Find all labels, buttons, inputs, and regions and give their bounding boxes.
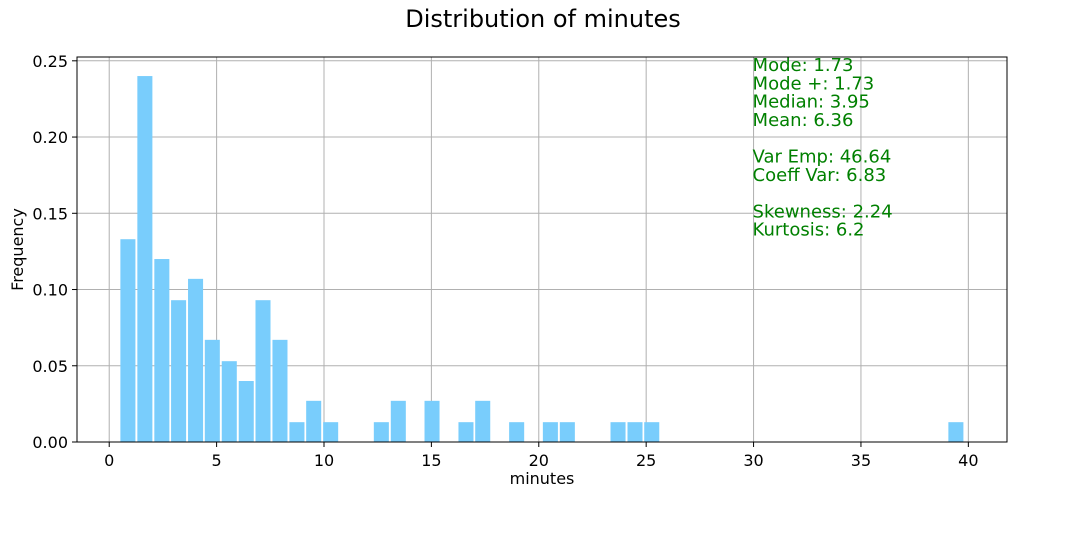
x-tick-label: 5	[212, 451, 222, 470]
histogram-bar	[390, 400, 406, 442]
histogram-bar	[204, 339, 220, 442]
histogram-bar	[610, 422, 626, 442]
histogram-bar	[542, 422, 558, 442]
stats-line: Kurtosis: 6.2	[753, 220, 865, 241]
bars	[120, 76, 964, 443]
y-tick-label: 0.25	[32, 52, 68, 71]
y-tick-label: 0.20	[32, 128, 68, 147]
x-tick-label: 35	[851, 451, 871, 470]
y-tick-label: 0.05	[32, 357, 68, 376]
y-axis-label: Frequency	[8, 208, 27, 291]
histogram-bar	[238, 381, 254, 442]
y-tick-label: 0.00	[32, 433, 68, 452]
x-tick-label: 30	[743, 451, 763, 470]
stats-line: Mode +: 1.73	[753, 73, 875, 94]
histogram-bar	[373, 422, 389, 442]
stats-line: Coeff Var: 6.83	[753, 165, 887, 186]
histogram-bar	[154, 259, 170, 442]
x-tick-label: 15	[421, 451, 441, 470]
stats-line: Median: 3.95	[753, 92, 870, 113]
x-axis-label: minutes	[510, 469, 575, 488]
histogram-bar	[458, 422, 474, 442]
histogram-bar	[306, 400, 322, 442]
x-tick-label: 40	[958, 451, 978, 470]
stats-line: Mean: 6.36	[753, 110, 854, 131]
histogram-bar	[509, 422, 525, 442]
histogram-bar	[323, 422, 339, 442]
plot-frame	[76, 56, 1008, 443]
histogram-bar	[289, 422, 305, 442]
histogram-bar	[475, 400, 491, 442]
stats-line: Mode: 1.73	[753, 55, 854, 76]
histogram-bar	[255, 300, 271, 442]
histogram-bar	[188, 278, 204, 442]
histogram-bar	[627, 422, 643, 442]
histogram-bar	[120, 239, 136, 442]
histogram-bar	[559, 422, 575, 442]
histogram-bar	[424, 400, 440, 442]
histogram-bar	[137, 76, 153, 443]
y-tick-label: 0.15	[32, 204, 68, 223]
ticks: 0 5 10 15 20 25 30 35 40 0.00 0.05 0.10 0.15 0.20 0.25	[32, 52, 978, 470]
histogram-bar	[221, 361, 237, 442]
histogram-bar	[644, 422, 660, 442]
histogram-bar	[272, 339, 288, 442]
histogram-bar	[948, 422, 964, 442]
x-tick-label: 10	[314, 451, 334, 470]
chart-title: Distribution of minutes	[405, 5, 681, 33]
y-tick-label: 0.10	[32, 281, 68, 300]
x-tick-label: 20	[529, 451, 549, 470]
x-tick-label: 0	[104, 451, 114, 470]
x-tick-label: 25	[636, 451, 656, 470]
histogram-bar	[171, 300, 187, 442]
stats-line: Skewness: 2.24	[753, 201, 893, 222]
stats-line: Var Emp: 46.64	[753, 147, 892, 168]
